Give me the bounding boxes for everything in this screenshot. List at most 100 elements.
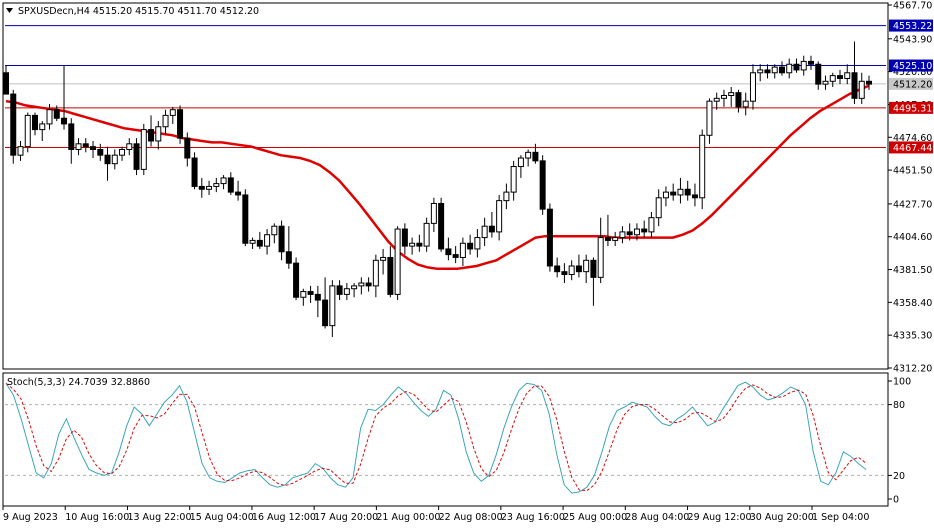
- candle-body-101: [735, 92, 742, 108]
- stoch-axis: 100 80 20 0: [888, 377, 911, 506]
- candle-body-93: [677, 188, 684, 196]
- price-label-0: 4567.70: [893, 1, 932, 12]
- price-tag-bg-4: [889, 141, 933, 154]
- candle-body-17: [126, 143, 133, 150]
- candle-body-45: [329, 285, 336, 327]
- time-label-9: 25 Aug 00:00: [563, 512, 627, 523]
- candle-body-46: [336, 285, 343, 295]
- candle-body-89: [648, 217, 655, 233]
- candle-body-104: [757, 69, 764, 74]
- candle-body-108: [786, 63, 793, 74]
- price-tag-bg-3: [889, 101, 933, 114]
- candle-body-28: [206, 185, 213, 190]
- candle-body-56: [409, 242, 416, 247]
- candle-body-42: [307, 291, 314, 295]
- price-tag-bg-0: [889, 19, 933, 32]
- time-label-2: 13 Aug 22:00: [127, 512, 191, 523]
- candle-body-39: [285, 251, 292, 264]
- candle-body-115: [836, 75, 843, 79]
- price-label-5: 4451.50: [893, 166, 932, 177]
- price-label-1: 4543.90: [893, 34, 932, 45]
- candle-body-25: [184, 137, 191, 159]
- candle-body-0: [3, 72, 9, 95]
- candle-body-22: [162, 114, 169, 128]
- symbol-header: SPXUSDecn,H4 4515.20 4515.70 4511.70 451…: [18, 6, 259, 17]
- candle-body-7: [53, 109, 60, 119]
- candle-body-14: [104, 154, 111, 165]
- candle-body-85: [619, 231, 626, 239]
- time-label-3: 15 Aug 04:00: [190, 512, 254, 523]
- horizontal-levels: [5, 25, 886, 148]
- candle-body-13: [97, 148, 104, 156]
- candle-body-66: [481, 225, 488, 239]
- candle-body-75: [546, 208, 553, 267]
- dropdown-triangle-icon[interactable]: [6, 8, 13, 13]
- candle-body-118: [858, 80, 865, 99]
- candle-body-103: [749, 72, 756, 102]
- candle-body-97: [706, 100, 713, 136]
- candle-body-59: [430, 202, 437, 224]
- candle-body-9: [68, 123, 75, 150]
- candle-body-82: [597, 237, 604, 278]
- candle-body-83: [604, 237, 611, 241]
- time-label-6: 21 Aug 00:00: [376, 512, 440, 523]
- candle-body-114: [829, 75, 836, 82]
- candle-body-37: [271, 225, 278, 236]
- candle-body-8: [61, 117, 68, 125]
- candle-body-31: [227, 177, 234, 193]
- candle-body-69: [503, 191, 510, 202]
- candle-body-70: [510, 166, 517, 193]
- stoch-signal-line: [5, 383, 867, 492]
- candle-body-61: [445, 248, 452, 256]
- candle-body-50: [365, 282, 372, 287]
- candle-body-60: [438, 202, 445, 250]
- candle-body-74: [539, 160, 546, 210]
- candle-body-5: [39, 123, 46, 131]
- candle-body-34: [249, 239, 256, 244]
- candle-body-38: [278, 225, 285, 253]
- candle-body-3: [24, 114, 31, 148]
- time-label-7: 22 Aug 08:00: [439, 512, 503, 523]
- candle-body-107: [778, 66, 785, 74]
- candle-body-100: [728, 92, 735, 97]
- candle-body-91: [662, 191, 669, 199]
- candle-body-54: [394, 228, 401, 295]
- candle-body-95: [691, 194, 698, 199]
- candle-body-41: [300, 291, 307, 298]
- candle-body-18: [133, 143, 140, 170]
- price-tag-0: 4553.22: [893, 21, 932, 32]
- candle-body-21: [155, 126, 162, 142]
- stoch-axis-label-3: 0: [893, 495, 899, 506]
- price-label-7: 4404.60: [893, 232, 932, 243]
- candle-body-64: [467, 242, 474, 250]
- candle-body-26: [191, 157, 198, 187]
- candle-body-2: [17, 146, 24, 156]
- candle-body-109: [793, 63, 800, 71]
- time-label-4: 16 Aug 12:00: [252, 512, 316, 523]
- candle-body-57: [416, 242, 423, 247]
- price-label-2: 4520.80: [893, 67, 932, 78]
- candle-body-35: [256, 239, 263, 247]
- candle-body-105: [764, 69, 771, 74]
- price-tag-bg-2: [889, 77, 933, 90]
- candle-body-119: [866, 80, 872, 85]
- candle-body-55: [401, 228, 408, 247]
- candle-body-88: [641, 228, 648, 233]
- time-label-8: 23 Aug 16:00: [501, 512, 565, 523]
- price-tag-4: 4467.44: [893, 143, 932, 154]
- candle-body-67: [488, 225, 495, 233]
- moving-average-line: [5, 84, 870, 271]
- stoch-axis-label-2: 20: [893, 471, 905, 482]
- price-axis[interactable]: 4567.704543.904520.804497.604474.604451.…: [888, 1, 933, 375]
- candle-body-20: [148, 129, 155, 142]
- candle-body-76: [554, 265, 561, 273]
- candle-body-90: [655, 197, 662, 219]
- candle-body-44: [322, 299, 329, 327]
- candle-body-48: [351, 285, 358, 290]
- candle-body-23: [169, 109, 176, 116]
- candle-body-29: [213, 183, 220, 187]
- candle-body-11: [82, 143, 89, 148]
